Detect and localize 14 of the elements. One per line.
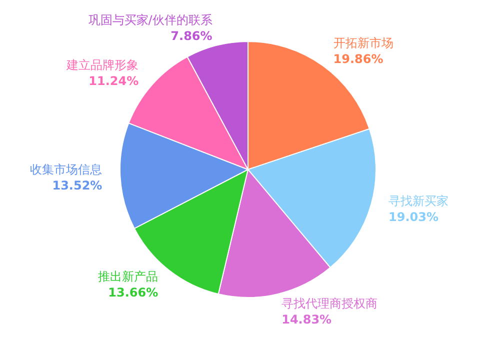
slice-label: 开拓新市场 xyxy=(333,36,394,50)
data-label: 13.66% xyxy=(108,286,158,300)
data-label: 13.52% xyxy=(52,178,102,192)
data-label: 19.86% xyxy=(333,52,384,66)
data-label: 14.83% xyxy=(282,312,332,327)
slice-label: 收集市场信息 xyxy=(30,162,102,176)
data-label: 7.86% xyxy=(170,28,212,43)
slice-label: 建立品牌形象 xyxy=(66,58,139,72)
data-label: 19.03% xyxy=(388,210,439,224)
slice-label: 巩固与买家/伙伴的联系 xyxy=(88,12,212,27)
slice-label: 寻找代理商授权商 xyxy=(282,296,378,311)
data-label: 11.24% xyxy=(88,74,139,88)
slice-label: 推出新产品 xyxy=(98,270,158,284)
slice-label: 寻找新买家 xyxy=(388,194,449,208)
